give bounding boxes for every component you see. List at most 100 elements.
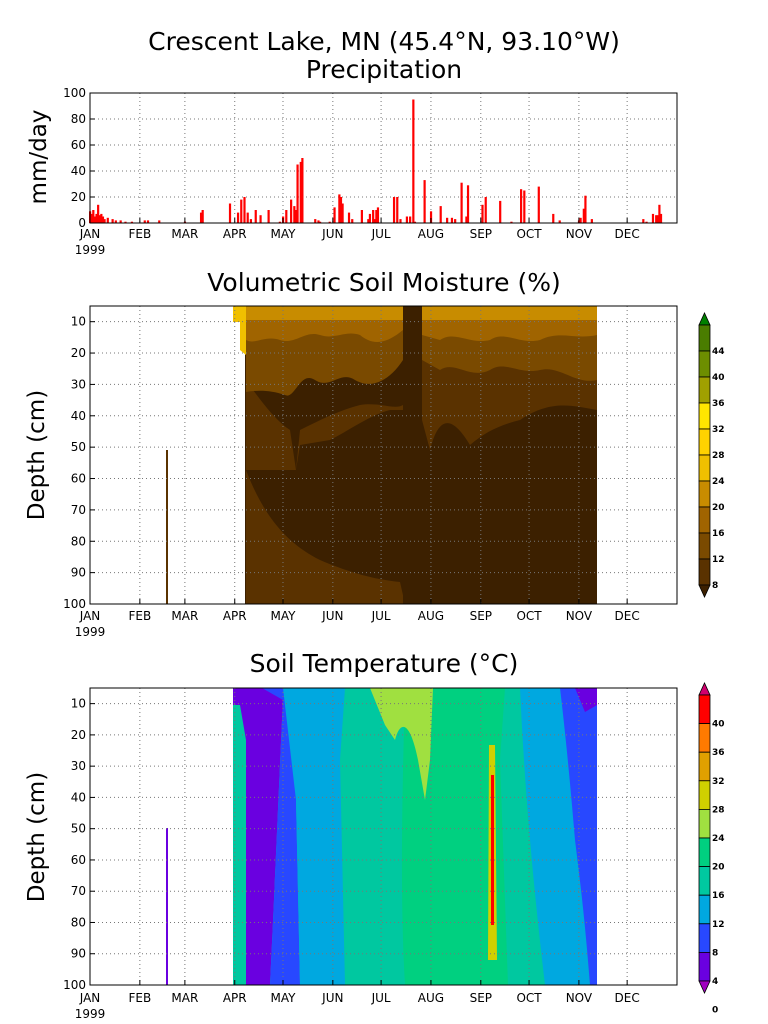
y-tick-label: 50: [71, 440, 86, 454]
y-tick-label: 60: [71, 138, 86, 152]
precip-bar: [510, 221, 513, 223]
precip-bar: [296, 164, 299, 223]
precip-bar: [405, 216, 409, 223]
precip-frame: [89, 92, 678, 224]
precip-bar: [243, 197, 246, 223]
month-label: OCT: [516, 609, 542, 623]
colorbar-segment: [698, 454, 711, 482]
colorbar-tick-label: 20: [712, 863, 725, 873]
precip-bar: [249, 219, 253, 223]
precip-bar: [338, 194, 341, 223]
precip-bar: [98, 215, 101, 223]
y-tick-label: 30: [71, 759, 86, 773]
precip-bar: [254, 210, 257, 223]
precip-bar: [119, 220, 122, 223]
month-label: NOV: [566, 227, 593, 241]
precip-bar: [236, 212, 240, 223]
month-label: JUL: [371, 227, 391, 241]
colorbar-segment: [698, 532, 711, 560]
precip-bar: [228, 203, 232, 223]
precip-bar: [466, 185, 470, 223]
soil-moisture-colorbar: 44 40 36 32 28 24 20 16 12 8: [698, 312, 725, 598]
precip-bar: [158, 220, 161, 223]
y-tick-label: 30: [71, 377, 86, 391]
colorbar-segment: [698, 723, 711, 753]
precip-bar: [651, 213, 655, 223]
precip-bar: [290, 199, 293, 223]
precip-bar: [95, 213, 98, 223]
precip-bars: [89, 99, 663, 223]
colorbar-tick-label: 12: [712, 920, 725, 930]
month-label: MAR: [171, 609, 198, 623]
precip-bar: [582, 208, 585, 223]
precip-bar: [399, 219, 402, 223]
colorbar-tick-label: 20: [712, 503, 725, 513]
y-tick-label: 40: [71, 164, 86, 178]
precip-bar: [347, 212, 351, 223]
colorbar-segment: [698, 751, 711, 782]
soil-moisture-y-ticks: 10 20 30 40 50 60 70 80 90 100: [63, 315, 95, 611]
precip-bar: [293, 206, 296, 223]
precip-bar: [372, 210, 375, 223]
colorbar-segment: [698, 506, 711, 534]
st-field-mild-spring: [283, 688, 345, 985]
precip-bar: [558, 220, 561, 223]
precip-grid: [90, 93, 677, 223]
month-label: SEP: [470, 227, 492, 241]
precip-bar: [246, 212, 249, 223]
y-tick-label: 80: [71, 534, 86, 548]
precip-bar: [267, 210, 270, 223]
colorbar-tick-label: 36: [712, 748, 725, 758]
precip-bar: [499, 200, 502, 223]
precip-bar: [317, 220, 320, 223]
y-tick-label: 80: [71, 112, 86, 126]
precip-bar: [392, 197, 396, 223]
colorbar-segment: [698, 866, 711, 896]
colorbar-segment: [698, 350, 711, 378]
y-tick-label: 70: [71, 884, 86, 898]
precip-bar: [328, 221, 331, 223]
precip-bar: [642, 219, 645, 223]
month-label: MAY: [271, 227, 297, 241]
month-label: SEP: [470, 609, 492, 623]
soil-moisture-grid: [90, 306, 677, 604]
precip-y-ticks: 0 20 40 60 80 100: [63, 86, 95, 230]
month-label: DEC: [615, 609, 640, 623]
precip-bar: [318, 221, 322, 223]
st-field-cool-spring: [262, 688, 300, 985]
month-label: FEB: [128, 227, 151, 241]
precip-bar: [552, 213, 555, 223]
precip-bar: [412, 99, 415, 223]
colorbar-segment: [698, 923, 711, 953]
y-tick-label: 10: [71, 315, 86, 329]
precip-bar: [454, 219, 457, 223]
y-tick-label: 0: [78, 216, 86, 230]
precip-ylabel: mm/day: [26, 110, 52, 205]
colorbar-segment: [698, 402, 711, 430]
precip-bar: [93, 216, 97, 223]
month-label: OCT: [516, 227, 542, 241]
precip-bar: [413, 221, 417, 223]
colorbar-segment: [698, 837, 711, 868]
sm-field-jul-column: [403, 306, 422, 604]
precip-bar: [299, 161, 302, 223]
colorbar-tick-label: 0: [712, 1006, 718, 1016]
colorbar-segment: [698, 780, 711, 810]
month-label: JAN: [79, 227, 101, 241]
y-tick-label: 20: [71, 728, 86, 742]
precip-bar: [259, 215, 262, 223]
month-label: JUN: [321, 609, 343, 623]
sm-field-spring-top: [233, 306, 246, 355]
colorbar-tick-label: 32: [712, 777, 725, 787]
precip-bar: [658, 204, 661, 223]
month-label: OCT: [516, 991, 542, 1005]
y-tick-label: 20: [71, 190, 86, 204]
precip-bar: [523, 190, 526, 223]
precip-bar: [375, 210, 378, 223]
month-label: FEB: [128, 991, 151, 1005]
colorbar-segment: [698, 952, 711, 982]
colorbar-tick-label: 28: [712, 451, 725, 461]
colorbar-segment: [698, 809, 711, 839]
colorbar-tick-label: 16: [712, 529, 725, 539]
precip-bar: [92, 210, 95, 223]
